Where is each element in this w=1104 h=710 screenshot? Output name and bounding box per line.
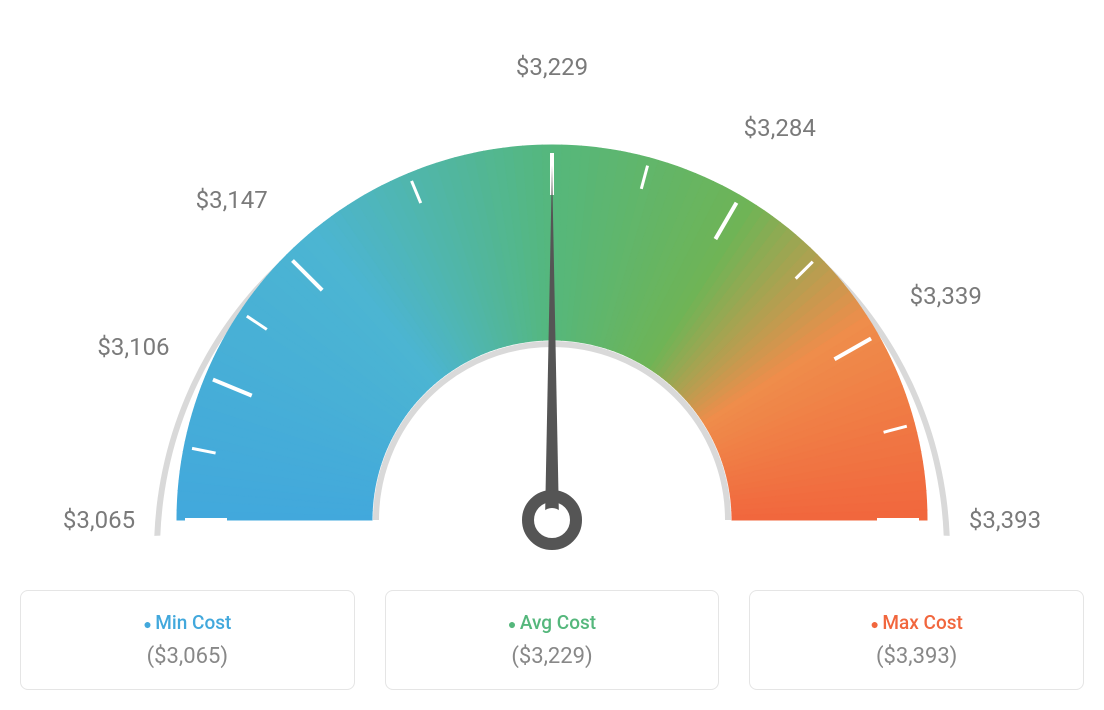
max-cost-label: Max Cost	[774, 611, 1059, 634]
min-cost-value: ($3,065)	[45, 644, 330, 669]
gauge-tick-label: $3,147	[196, 186, 268, 214]
gauge-tick-label: $3,339	[910, 282, 982, 310]
gauge-tick-label: $3,065	[63, 506, 135, 534]
gauge-tick-label: $3,393	[969, 506, 1041, 534]
avg-cost-card: Avg Cost ($3,229)	[385, 590, 720, 690]
min-cost-label: Min Cost	[45, 611, 330, 634]
gauge-tick-label: $3,229	[516, 53, 588, 81]
cost-gauge-widget: $3,065 $3,106 $3,147 $3,229 $3,284 $3,339 $3,3…	[20, 20, 1084, 690]
avg-cost-value: ($3,229)	[410, 644, 695, 669]
avg-cost-label: Avg Cost	[410, 611, 695, 634]
gauge-tick-label: $3,106	[97, 333, 169, 361]
gauge-tick-label: $3,284	[744, 114, 816, 142]
max-cost-value: ($3,393)	[774, 644, 1059, 669]
max-cost-card: Max Cost ($3,393)	[749, 590, 1084, 690]
gauge-chart: $3,065 $3,106 $3,147 $3,229 $3,284 $3,339 $3,3…	[20, 20, 1084, 580]
summary-cards: Min Cost ($3,065) Avg Cost ($3,229) Max …	[20, 590, 1084, 690]
min-cost-card: Min Cost ($3,065)	[20, 590, 355, 690]
